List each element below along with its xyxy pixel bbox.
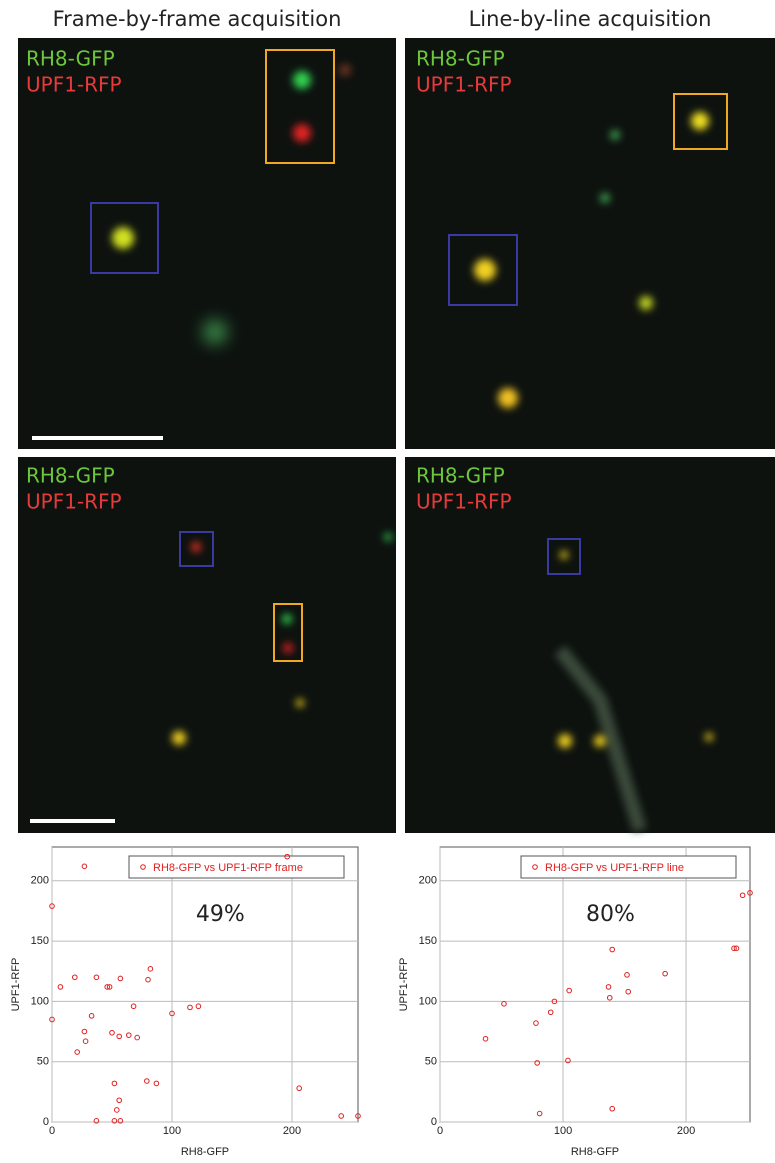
annotation: 49% xyxy=(196,902,245,927)
x-tick-label: 0 xyxy=(437,1125,443,1137)
channel-label: UPF1-RFP xyxy=(416,490,512,514)
scatter-plot: 0 100 200 0 50 100 150 200 RH8-GFP UPF1-RFP 49% RH8… xyxy=(10,847,360,1158)
channel-label: RH8-GFP xyxy=(416,47,505,71)
micrograph xyxy=(18,38,396,449)
figure: Frame-by-frame acquisition Line-by-line … xyxy=(0,0,775,1159)
y-tick-label: 100 xyxy=(419,995,437,1007)
annotation: 80% xyxy=(586,902,635,927)
y-tick-label: 200 xyxy=(419,875,437,887)
channel-label: UPF1-RFP xyxy=(26,73,122,97)
x-tick-label: 200 xyxy=(677,1125,695,1137)
y-tick-label: 200 xyxy=(31,875,49,887)
y-tick-label: 0 xyxy=(43,1116,49,1128)
y-tick-label: 50 xyxy=(37,1056,49,1068)
x-tick-label: 200 xyxy=(283,1125,301,1137)
channel-label: RH8-GFP xyxy=(26,464,115,488)
channel-label: RH8-GFP xyxy=(416,464,505,488)
y-tick-label: 100 xyxy=(31,995,49,1007)
legend-label: RH8-GFP vs UPF1-RFP line xyxy=(545,862,684,874)
y-axis-label: UPF1-RFP xyxy=(398,958,410,1012)
plot-area xyxy=(52,847,358,1122)
y-tick-label: 150 xyxy=(31,935,49,947)
plot-area xyxy=(440,847,750,1122)
channel-label: RH8-GFP xyxy=(26,47,115,71)
scatter-plot: 0 100 200 0 50 100 150 200 RH8-GFP UPF1-RFP 80% RH8… xyxy=(398,847,752,1158)
x-tick-label: 100 xyxy=(554,1125,572,1137)
y-tick-label: 50 xyxy=(425,1056,437,1068)
channel-label: UPF1-RFP xyxy=(416,73,512,97)
column-title: Line-by-line acquisition xyxy=(469,7,712,31)
x-tick-label: 100 xyxy=(163,1125,181,1137)
x-axis-label: RH8-GFP xyxy=(181,1146,229,1158)
x-tick-label: 0 xyxy=(49,1125,55,1137)
y-tick-label: 0 xyxy=(431,1116,437,1128)
y-axis-label: UPF1-RFP xyxy=(10,958,22,1012)
y-tick-label: 150 xyxy=(419,935,437,947)
micrograph xyxy=(405,38,775,449)
channel-label: UPF1-RFP xyxy=(26,490,122,514)
legend-label: RH8-GFP vs UPF1-RFP frame xyxy=(153,862,303,874)
column-title: Frame-by-frame acquisition xyxy=(53,7,342,31)
x-axis-label: RH8-GFP xyxy=(571,1146,619,1158)
